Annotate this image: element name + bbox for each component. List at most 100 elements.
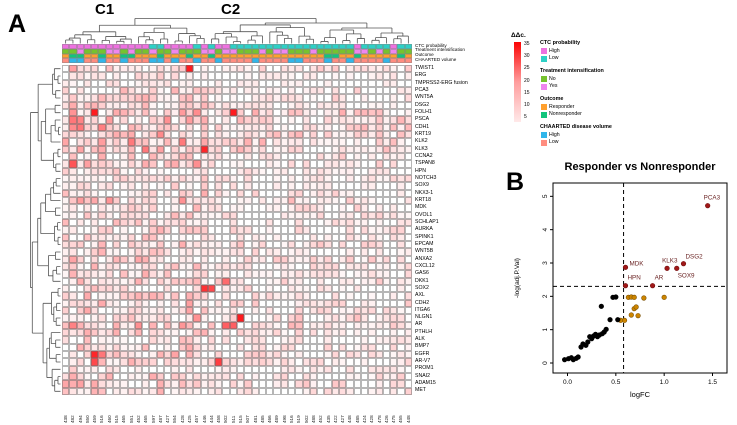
heatmap-cell — [397, 109, 405, 117]
heatmap-cell — [62, 211, 70, 219]
heatmap-cell — [207, 307, 216, 315]
heatmap-cell — [397, 153, 405, 161]
annotation-cell — [120, 44, 128, 49]
heatmap-cell — [178, 307, 186, 315]
heatmap-cell — [120, 277, 128, 285]
heatmap-cell — [156, 233, 165, 241]
heatmap-cell — [244, 160, 252, 168]
heatmap-cell — [164, 248, 172, 256]
gene-label: OVOL1 — [415, 211, 433, 218]
heatmap-cell — [404, 285, 412, 293]
heatmap-cell — [149, 358, 157, 366]
heatmap-cell — [258, 167, 267, 175]
heatmap-cell — [346, 277, 354, 285]
heatmap-cell — [222, 343, 230, 351]
heatmap-cell — [142, 123, 150, 131]
heatmap-cell — [258, 226, 267, 234]
heatmap-cell — [309, 145, 318, 153]
heatmap-cell — [193, 321, 201, 329]
heatmap-cell — [69, 387, 77, 395]
heatmap-cell — [258, 307, 267, 315]
heatmap-cell — [113, 255, 121, 263]
heatmap-cell — [171, 160, 179, 168]
heatmap-cell — [69, 255, 77, 263]
heatmap-cell — [156, 65, 165, 73]
heatmap-cell — [258, 248, 267, 256]
heatmap-cell — [91, 72, 99, 80]
heatmap-cell — [244, 336, 252, 344]
heatmap-cell — [280, 87, 289, 95]
heatmap-cell — [258, 241, 267, 249]
heatmap-cell — [134, 321, 143, 329]
annotation-cell — [251, 53, 259, 59]
heatmap-cell — [149, 79, 157, 87]
heatmap-cell — [331, 79, 340, 87]
heatmap-cell — [149, 321, 157, 329]
heatmap-cell — [236, 270, 245, 278]
heatmap-cell — [91, 233, 99, 241]
annotation-cell — [185, 58, 194, 63]
heatmap-cell — [185, 292, 194, 300]
annotation-cell — [360, 53, 369, 59]
heatmap-cell — [62, 241, 70, 249]
heatmap-cell — [91, 292, 99, 300]
heatmap-cell — [105, 131, 114, 139]
heatmap-cell — [251, 299, 259, 307]
heatmap-cell — [346, 241, 354, 249]
gene-label: NLGN1 — [415, 314, 433, 321]
heatmap-cell — [62, 145, 70, 153]
heatmap-cell — [178, 79, 186, 87]
heatmap-cell — [251, 211, 259, 219]
heatmap-cell — [331, 373, 340, 381]
heatmap-cell — [69, 270, 77, 278]
heatmap-cell — [317, 197, 325, 205]
volcano-point — [621, 317, 628, 323]
heatmap-cell — [390, 387, 398, 395]
heatmap-cell — [324, 175, 332, 183]
heatmap-cell — [91, 277, 99, 285]
heatmap-cell — [404, 307, 412, 315]
heatmap-cell — [390, 329, 398, 337]
heatmap-cell — [105, 299, 114, 307]
heatmap-cell — [76, 116, 84, 124]
heatmap-cell — [382, 336, 391, 344]
heatmap-cell — [113, 94, 121, 102]
heatmap-cell — [346, 285, 354, 293]
heatmap-cell — [258, 292, 267, 300]
heatmap-cell — [76, 219, 84, 227]
heatmap-cell — [200, 329, 208, 337]
heatmap-cell — [62, 175, 70, 183]
heatmap-cell — [339, 189, 347, 197]
heatmap-cell — [360, 167, 369, 175]
heatmap-cell — [69, 116, 77, 124]
heatmap-cell — [244, 94, 252, 102]
heatmap-cell — [229, 255, 237, 263]
heatmap-cell — [317, 131, 325, 139]
heatmap-cell — [302, 351, 310, 359]
heatmap-cell — [69, 351, 77, 359]
heatmap-cell — [83, 248, 92, 256]
heatmap-cell — [91, 211, 99, 219]
heatmap-cell — [258, 131, 267, 139]
heatmap-cell — [266, 197, 274, 205]
heatmap-cell — [258, 263, 267, 271]
heatmap-cell — [280, 329, 289, 337]
heatmap-cell — [105, 358, 114, 366]
annotation-cell — [309, 48, 318, 54]
heatmap-cell — [324, 131, 332, 139]
annotation-cell — [339, 58, 347, 63]
heatmap-cell — [317, 189, 325, 197]
heatmap-cell — [207, 175, 216, 183]
heatmap-cell — [76, 321, 84, 329]
heatmap-cell — [171, 197, 179, 205]
heatmap-cell — [324, 94, 332, 102]
heatmap-cell — [134, 79, 143, 87]
heatmap-cell — [360, 182, 369, 190]
heatmap-cell — [339, 79, 347, 87]
heatmap-cell — [331, 277, 340, 285]
heatmap-cell — [258, 182, 267, 190]
annotation-cell — [339, 48, 347, 54]
heatmap-cell — [390, 255, 398, 263]
heatmap-cell — [331, 226, 340, 234]
heatmap-cell — [324, 351, 332, 359]
